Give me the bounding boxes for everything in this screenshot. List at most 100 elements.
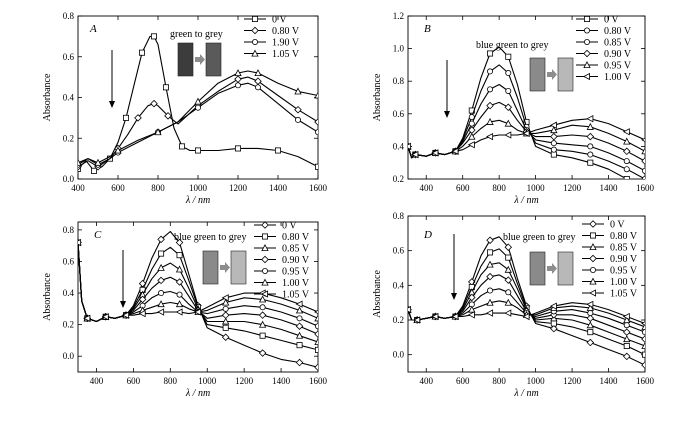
film-photo-inset — [202, 250, 247, 285]
data-point — [623, 137, 631, 145]
trend-arrow-icon — [109, 50, 115, 108]
y-tick-label: 0.2 — [393, 174, 404, 184]
data-point — [194, 97, 202, 105]
x-tick-label: 400 — [90, 376, 104, 386]
data-point — [295, 322, 304, 330]
legend-label: 0 V — [272, 15, 287, 26]
series-line — [408, 118, 645, 159]
plot-frame — [77, 221, 319, 373]
data-point — [487, 86, 494, 93]
y-tick-label: 0.4 — [63, 288, 75, 298]
trend-arrow-icon — [120, 250, 126, 308]
x-tick-label: 400 — [71, 183, 85, 193]
data-point — [467, 141, 475, 149]
data-point — [296, 342, 303, 349]
data-point — [642, 329, 645, 336]
data-point — [504, 276, 513, 284]
data-point — [314, 91, 318, 99]
x-axis-label: λ / nm — [513, 388, 538, 399]
data-point — [150, 33, 157, 40]
data-point — [451, 147, 459, 155]
data-point — [451, 312, 459, 321]
data-point — [587, 151, 594, 158]
film-after — [205, 42, 222, 77]
data-point — [586, 122, 594, 130]
x-tick-label: 800 — [492, 376, 506, 386]
y-axis-label: Absorbance — [372, 270, 383, 318]
data-point — [623, 322, 630, 329]
data-point — [314, 309, 318, 315]
data-point — [254, 84, 261, 91]
data-point — [234, 145, 241, 152]
legend-label: 0.95 V — [282, 267, 310, 278]
y-tick-label: 0.6 — [393, 109, 405, 119]
legend-marker — [589, 254, 597, 263]
legend-label: 0.90 V — [604, 49, 632, 60]
data-point — [114, 146, 122, 154]
series-line — [408, 302, 645, 325]
data-point — [505, 87, 512, 94]
legend-marker — [251, 39, 258, 46]
data-point — [623, 175, 630, 179]
data-point — [274, 147, 281, 154]
y-tick-label: 0.0 — [63, 174, 75, 184]
x-tick-label: 800 — [164, 376, 178, 386]
data-point — [234, 75, 242, 83]
x-tick-label: 600 — [456, 183, 470, 193]
legend-label: 1.05 V — [282, 290, 310, 301]
x-axis-label: λ / nm — [513, 195, 538, 206]
legend: 0 V0.80 V0.85 V0.90 V0.95 V1.00 V1.05 V — [254, 221, 310, 301]
y-tick-label: 0.2 — [63, 320, 74, 330]
legend-marker — [251, 15, 258, 22]
data-point — [154, 128, 162, 136]
data-point — [258, 320, 267, 328]
data-point — [294, 87, 302, 95]
data-point — [411, 150, 419, 159]
data-point — [623, 335, 631, 343]
series-3 — [78, 69, 318, 166]
data-point — [134, 114, 142, 122]
data-point — [258, 311, 267, 319]
data-point — [258, 295, 267, 303]
x-axis-label: λ / nm — [185, 388, 210, 399]
data-point — [486, 309, 494, 317]
y-tick-label: 0.6 — [393, 246, 405, 256]
data-point — [550, 126, 558, 134]
data-point — [641, 361, 645, 369]
x-tick-label: 1400 — [269, 183, 288, 193]
legend-label: 1.00 V — [282, 278, 310, 289]
legend-label: 1.90 V — [272, 38, 300, 49]
y-tick-label: 0.0 — [63, 351, 75, 361]
legend-marker — [583, 49, 591, 58]
film-after — [557, 251, 574, 286]
data-point — [468, 305, 476, 313]
legend-marker — [584, 39, 591, 46]
legend: 0 V0.80 V0.85 V0.90 V0.95 V1.00 V1.05 V — [582, 220, 638, 300]
data-point — [486, 117, 494, 125]
data-point — [487, 287, 494, 294]
data-point — [315, 323, 318, 330]
data-point — [314, 338, 318, 346]
data-point — [550, 132, 558, 141]
data-point — [623, 147, 631, 156]
data-point — [175, 265, 184, 273]
legend-marker — [261, 244, 269, 252]
legend-label: 1.05 V — [272, 49, 300, 60]
panel-a: 400 600 800 1000 1200 1400 1600 0.0 0.2 0.4 0.6 0.8… — [42, 11, 328, 206]
data-point — [587, 310, 594, 317]
data-point — [259, 332, 266, 339]
data-point — [622, 128, 630, 136]
data-point — [586, 338, 595, 347]
data-point — [623, 166, 630, 173]
legend: 0 V0.80 V0.85 V0.90 V0.95 V1.00 V — [576, 15, 632, 83]
data-point — [314, 163, 318, 170]
data-point — [641, 137, 645, 142]
y-tick-label: 0.4 — [393, 141, 405, 151]
legend-label: 0.80 V — [604, 26, 632, 37]
legend-marker — [589, 289, 596, 297]
data-point — [486, 236, 494, 245]
data-point — [587, 329, 594, 336]
data-point — [504, 265, 512, 273]
data-point — [157, 276, 165, 285]
y-axis-label: Absorbance — [42, 73, 53, 121]
